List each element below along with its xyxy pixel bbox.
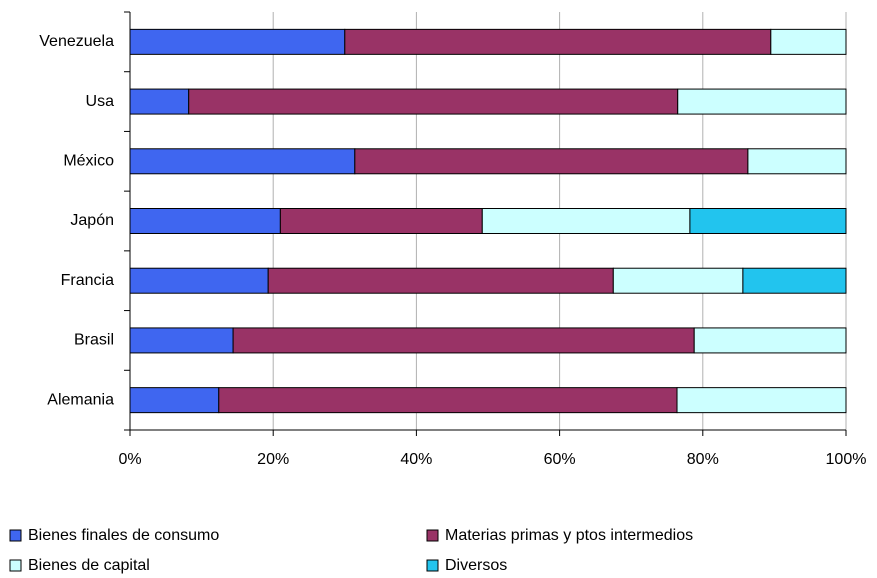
bar-segment bbox=[612, 267, 744, 294]
legend-swatch bbox=[426, 529, 439, 542]
bar-segment bbox=[129, 88, 190, 115]
bar-segment bbox=[129, 327, 234, 354]
bar-segment bbox=[742, 267, 847, 294]
bar-segment bbox=[676, 387, 847, 414]
bar-segment bbox=[481, 208, 691, 234]
bar-segment bbox=[689, 208, 847, 234]
bar-segment bbox=[354, 148, 749, 175]
bar-segment bbox=[129, 267, 269, 294]
bar-segment bbox=[747, 148, 847, 175]
y-tick-label: Japón bbox=[70, 212, 114, 229]
x-tick-label: 100% bbox=[826, 451, 867, 468]
bar-segment bbox=[188, 88, 679, 115]
y-tick-label: Venezuela bbox=[39, 33, 114, 50]
bar-segment bbox=[129, 387, 220, 414]
x-tick-label: 0% bbox=[118, 451, 141, 468]
legend-swatch bbox=[426, 559, 439, 572]
x-tick-label: 60% bbox=[544, 451, 576, 468]
bar-segment bbox=[129, 28, 346, 55]
x-tick-label: 20% bbox=[257, 451, 289, 468]
legend-label: Materias primas y ptos intermedios bbox=[445, 527, 693, 544]
x-tick-label: 80% bbox=[687, 451, 719, 468]
x-tick-label: 40% bbox=[400, 451, 432, 468]
legend-label: Bienes finales de consumo bbox=[28, 527, 219, 544]
bar-segment bbox=[677, 88, 847, 115]
bar-segment bbox=[129, 208, 281, 234]
y-tick-label: Brasil bbox=[74, 332, 114, 349]
y-tick-label: Alemania bbox=[47, 391, 114, 408]
legend-label: Bienes de capital bbox=[28, 557, 150, 574]
y-tick-label: Usa bbox=[86, 93, 115, 110]
y-tick-label: Francia bbox=[61, 272, 114, 289]
bar-segment bbox=[218, 387, 678, 414]
legend-label: Diversos bbox=[445, 557, 507, 574]
bar-segment bbox=[129, 148, 356, 175]
bar-segment bbox=[232, 327, 695, 354]
bar-segment bbox=[279, 208, 483, 234]
legend-swatch bbox=[9, 529, 22, 542]
bar-segment bbox=[770, 28, 847, 55]
bar-segment bbox=[267, 267, 614, 294]
bar-segment bbox=[693, 327, 847, 354]
legend-swatch bbox=[9, 559, 22, 572]
y-tick-label: México bbox=[63, 153, 114, 170]
bar-segment bbox=[344, 28, 772, 55]
